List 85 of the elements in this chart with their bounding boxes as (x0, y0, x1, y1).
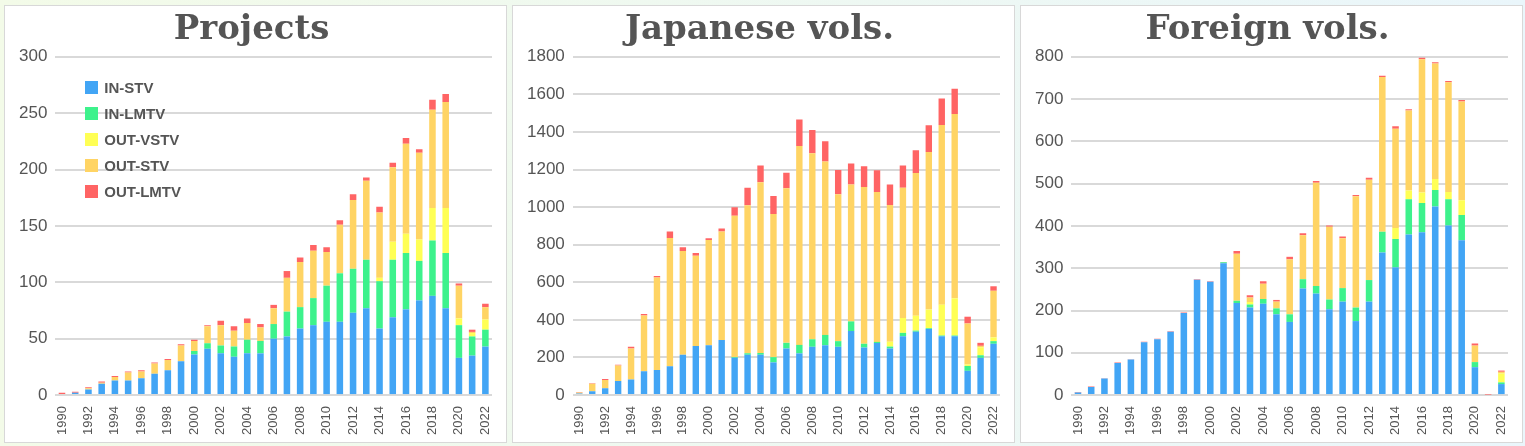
x-tick-label: 2022 (1492, 406, 1508, 435)
legend-label: IN-LMTV (104, 104, 166, 122)
x-tick-label: 1996 (132, 406, 148, 435)
x-tick-label: 2010 (829, 406, 845, 435)
x-tick-label: 2000 (185, 406, 201, 435)
y-tick-label: 300 (1034, 257, 1064, 277)
x-tick-label: 2000 (700, 406, 716, 435)
x-tick-label: 2020 (959, 406, 975, 435)
x-tick-label: 2006 (265, 406, 281, 435)
y-tick-label: 1600 (526, 84, 565, 104)
legend-label: IN-STV (104, 78, 154, 96)
x-tick-label: 2002 (1228, 406, 1244, 435)
y-tick-label: 250 (18, 102, 48, 122)
y-tick-label: 200 (18, 159, 48, 179)
x-tick-label: 1992 (1096, 406, 1112, 435)
x-tick-label: 1998 (159, 406, 175, 435)
y-tick-label: 800 (536, 234, 565, 254)
x-tick-label: 1998 (1175, 406, 1191, 435)
x-tick-label: 2004 (752, 406, 768, 435)
y-tick-label: 0 (555, 384, 565, 404)
x-tick-label: 2016 (397, 406, 413, 435)
y-tick-label: 0 (1053, 384, 1064, 404)
legend-label: OUT-VSTV (104, 130, 180, 148)
x-tick-label: 2002 (212, 406, 228, 435)
x-tick-label: 2014 (881, 406, 897, 435)
y-tick-label: 200 (1034, 300, 1064, 320)
y-tick-label: 1800 (526, 46, 565, 66)
x-tick-label: 2006 (1281, 406, 1297, 435)
x-tick-label: 2006 (777, 406, 793, 435)
x-tick-label: 2008 (803, 406, 819, 435)
x-tick-label: 2022 (985, 406, 1001, 435)
x-tick-label: 2016 (1413, 406, 1429, 435)
x-tick-label: 1990 (53, 406, 69, 435)
legend-label: OUT-STV (104, 156, 170, 174)
x-tick-label: 2018 (424, 406, 440, 435)
x-tick-label: 2016 (907, 406, 923, 435)
y-tick-label: 500 (1034, 173, 1064, 193)
chart-title: Foreign vols. (1145, 7, 1390, 48)
y-tick-label: 100 (18, 272, 48, 292)
x-tick-label: 1994 (1122, 406, 1138, 435)
y-tick-label: 600 (1034, 131, 1064, 151)
y-tick-label: 400 (536, 309, 565, 329)
x-tick-label: 1996 (648, 406, 664, 435)
x-tick-label: 2002 (726, 406, 742, 435)
y-tick-label: 50 (28, 328, 48, 348)
x-tick-label: 1992 (596, 406, 612, 435)
x-tick-label: 2020 (450, 406, 466, 435)
x-tick-label: 2022 (476, 406, 492, 435)
x-tick-label: 2012 (344, 406, 360, 435)
x-tick-label: 1992 (80, 406, 96, 435)
y-tick-label: 1000 (526, 196, 565, 216)
x-tick-label: 1998 (674, 406, 690, 435)
y-tick-label: 600 (536, 272, 565, 292)
y-tick-label: 100 (1034, 342, 1064, 362)
x-tick-label: 2012 (855, 406, 871, 435)
y-tick-label: 400 (1034, 215, 1064, 235)
x-tick-label: 2010 (1334, 406, 1350, 435)
x-tick-label: 2014 (1387, 406, 1403, 435)
x-tick-label: 2004 (1254, 406, 1270, 435)
x-tick-label: 1994 (106, 406, 122, 435)
x-tick-label: 1994 (622, 406, 638, 435)
chart-title: Japanese vols. (621, 7, 895, 48)
y-tick-label: 200 (536, 347, 565, 367)
x-tick-label: 2018 (1440, 406, 1456, 435)
x-tick-label: 1990 (1069, 406, 1085, 435)
y-tick-label: 300 (18, 46, 48, 66)
x-tick-label: 2008 (1307, 406, 1323, 435)
x-tick-label: 2008 (291, 406, 307, 435)
chart-title: Projects (173, 7, 330, 48)
y-tick-label: 150 (18, 215, 48, 235)
x-tick-label: 2004 (238, 406, 254, 435)
y-tick-label: 700 (1034, 88, 1064, 108)
x-tick-label: 2014 (371, 406, 387, 435)
x-tick-label: 1996 (1148, 406, 1164, 435)
x-tick-label: 2012 (1360, 406, 1376, 435)
x-tick-label: 2020 (1466, 406, 1482, 435)
x-tick-label: 2010 (318, 406, 334, 435)
x-tick-label: 2018 (933, 406, 949, 435)
x-tick-label: 2000 (1201, 406, 1217, 435)
x-tick-label: 1990 (570, 406, 586, 435)
y-tick-label: 0 (37, 384, 48, 404)
y-tick-label: 1200 (526, 159, 565, 179)
y-tick-label: 800 (1034, 46, 1064, 66)
y-tick-label: 1400 (526, 121, 565, 141)
legend-label: OUT-LMTV (104, 182, 182, 200)
